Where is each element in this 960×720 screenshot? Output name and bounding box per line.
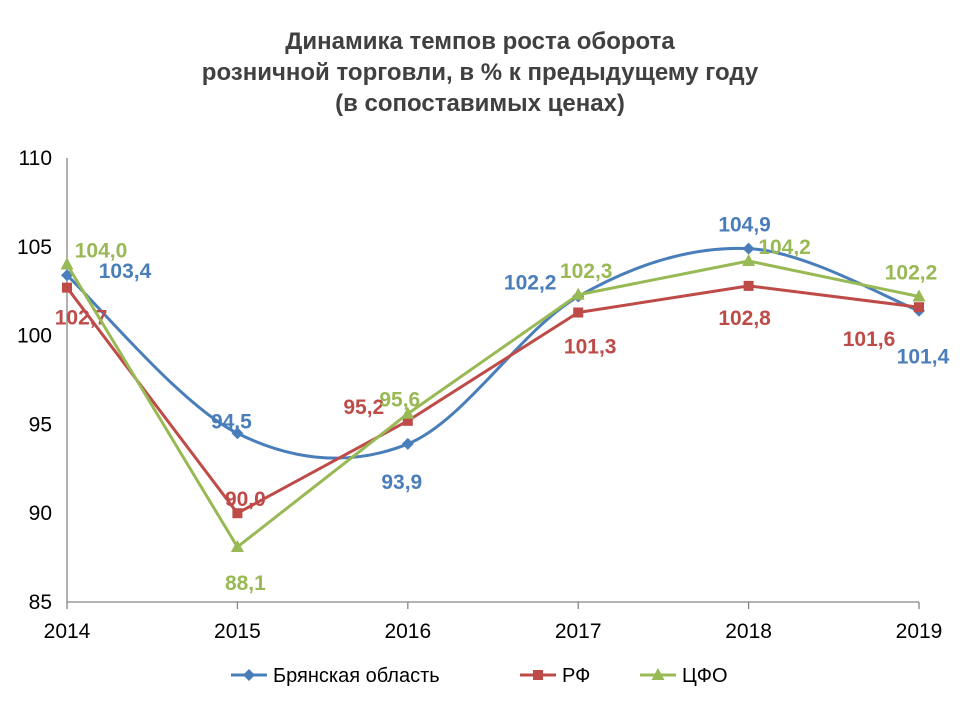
data-label: 102,8 [718, 307, 771, 330]
x-tick-label: 2015 [214, 620, 261, 643]
x-tick-label: 2019 [896, 620, 943, 643]
data-label: 103,4 [99, 260, 152, 283]
data-label: 94,5 [211, 410, 252, 433]
series-line-2 [65, 259, 920, 549]
legend-marker-diamond [243, 669, 255, 681]
y-tick-label: 100 [17, 325, 52, 348]
data-label: 101,4 [897, 346, 950, 369]
data-point-triangle [742, 254, 756, 267]
x-tick-label: 2014 [44, 620, 91, 643]
data-label: 90,0 [225, 488, 266, 511]
y-tick-label: 90 [29, 502, 52, 525]
data-point-diamond [231, 427, 244, 440]
data-label: 101,6 [843, 328, 896, 351]
data-point-square [914, 302, 924, 313]
data-label: 95,6 [379, 389, 420, 412]
legend-label: ЦФО [682, 665, 728, 687]
x-tick-label: 2017 [555, 620, 602, 643]
legend-marker-triangle [651, 668, 665, 680]
chart-title: Динамика темпов роста оборота розничной … [0, 26, 960, 119]
title-line-1: Динамика темпов роста оборота [285, 28, 675, 55]
data-point-triangle [230, 539, 244, 552]
title-line-2: розничной торговли, в % к предыдущему го… [201, 59, 759, 86]
series-line-1 [65, 284, 920, 515]
y-tick-label: 95 [29, 413, 52, 436]
data-label: 102,3 [560, 260, 613, 283]
legend-marker-square [533, 670, 543, 680]
data-label: 95,2 [343, 396, 384, 419]
data-point-square [402, 415, 413, 426]
title-line-3: (в сопоставимых ценах) [335, 90, 625, 117]
data-point-diamond [401, 437, 414, 450]
series-line-0 [65, 246, 920, 460]
x-tick-label: 2018 [725, 620, 772, 643]
legend-label: РФ [562, 665, 590, 687]
y-tick-label: 105 [17, 236, 52, 259]
data-point-square [743, 280, 754, 291]
data-point-square [573, 307, 584, 318]
data-point-square [62, 282, 72, 293]
data-label: 104,9 [718, 214, 771, 237]
data-label: 104,2 [758, 236, 811, 259]
data-label: 102,2 [885, 262, 938, 285]
data-point-triangle [401, 406, 415, 419]
data-point-diamond [742, 242, 755, 255]
data-point-triangle [60, 257, 74, 270]
y-tick-label: 110 [19, 147, 52, 170]
data-label: 102,2 [504, 272, 557, 295]
y-tick-label: 85 [29, 591, 52, 614]
data-label: 88,1 [225, 572, 266, 595]
x-tick-label: 2016 [384, 620, 431, 643]
data-label: 93,9 [381, 471, 422, 494]
data-label: 101,3 [564, 336, 617, 359]
legend-label: Брянская область [273, 665, 440, 687]
data-point-triangle [912, 289, 926, 302]
data-label: 104,0 [75, 240, 128, 263]
data-point-triangle [571, 287, 585, 300]
data-point-square [232, 508, 243, 519]
